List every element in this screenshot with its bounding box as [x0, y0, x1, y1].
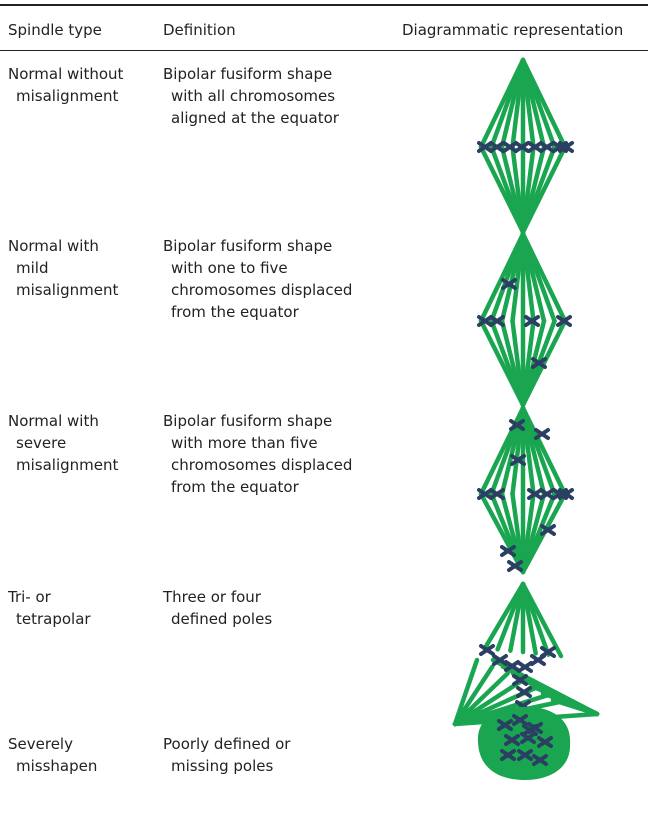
header-cell: Spindle type	[8, 21, 102, 39]
definition-line: chromosomes displaced	[171, 281, 353, 299]
chromosome	[520, 732, 536, 744]
type-line: misshapen	[16, 757, 98, 775]
chromosome	[527, 141, 543, 153]
type-line: Tri- or	[8, 588, 51, 606]
chromosome	[489, 141, 505, 153]
chromosome	[507, 560, 523, 572]
chromosome	[489, 488, 505, 500]
definition-line: missing poles	[171, 757, 274, 775]
type-line: Normal without	[8, 65, 124, 83]
header-rule	[0, 50, 648, 51]
chromosome	[558, 488, 574, 500]
chromosome	[497, 719, 513, 731]
microtubule	[520, 144, 568, 235]
chromosome	[527, 488, 543, 500]
chromosome	[517, 661, 533, 673]
microtubule	[520, 231, 568, 324]
chromosome	[512, 674, 528, 686]
chromosome	[501, 278, 517, 290]
blob	[477, 706, 571, 780]
type-line: severe	[16, 434, 67, 452]
chromosome	[500, 545, 516, 557]
chromosome	[512, 714, 528, 726]
chromosome	[539, 488, 555, 500]
chromosome	[531, 357, 547, 369]
chromosome	[489, 315, 505, 327]
type-line: mild	[16, 259, 49, 277]
chromosome	[556, 315, 572, 327]
definition-line: with all chromosomes	[171, 87, 336, 105]
chromosome	[477, 141, 493, 153]
type-line: misalignment	[16, 456, 119, 474]
chromosome	[479, 644, 495, 656]
chromosome	[509, 419, 525, 431]
definition-line: aligned at the equator	[171, 109, 339, 127]
definition-line: chromosomes displaced	[171, 456, 353, 474]
chromosome	[522, 724, 538, 736]
microtubule	[520, 57, 568, 150]
type-line: Normal with	[8, 237, 99, 255]
chromosome	[517, 749, 533, 761]
type-line: Severely	[8, 735, 73, 753]
chromosome	[504, 734, 520, 746]
chromosome	[537, 736, 553, 748]
chromosome	[532, 754, 548, 766]
definition-line: Bipolar fusiform shape	[163, 237, 333, 255]
chromosome	[540, 524, 556, 536]
chromosome	[500, 749, 516, 761]
header-cell: Diagrammatic representation	[402, 21, 624, 39]
chromosome	[477, 315, 493, 327]
definition-line: Bipolar fusiform shape	[163, 65, 333, 83]
microtubule	[550, 697, 600, 717]
chromosome	[502, 141, 518, 153]
chromosome	[539, 141, 555, 153]
chromosome	[504, 660, 520, 672]
chromosome	[516, 686, 532, 698]
chromosome	[534, 428, 550, 440]
chromosome	[540, 646, 556, 658]
definition-line: defined poles	[171, 610, 273, 628]
chromosome	[492, 654, 508, 666]
microtubule	[520, 318, 568, 408]
microtubule	[520, 581, 564, 659]
definition-line: Bipolar fusiform shape	[163, 412, 333, 430]
chromosome	[477, 488, 493, 500]
type-line: misalignment	[16, 87, 119, 105]
microtubule	[520, 405, 568, 497]
chromosome	[510, 454, 526, 466]
definition-line: from the equator	[171, 303, 299, 321]
type-line: tetrapolar	[16, 610, 91, 628]
microtubule	[452, 657, 480, 727]
type-line: Normal with	[8, 412, 99, 430]
definition-line: from the equator	[171, 478, 299, 496]
chromosome	[514, 141, 530, 153]
definition-line: Three or four	[163, 588, 261, 606]
definition-line: with one to five	[171, 259, 288, 277]
definition-line: Poorly defined or	[163, 735, 291, 753]
microtubule	[452, 664, 495, 727]
chromosome	[558, 141, 574, 153]
definition-line: with more than five	[171, 434, 318, 452]
microtubule	[452, 671, 510, 727]
header-cell: Definition	[163, 21, 236, 39]
type-line: misalignment	[16, 281, 119, 299]
top-rule	[0, 4, 648, 6]
chromosome	[524, 315, 540, 327]
